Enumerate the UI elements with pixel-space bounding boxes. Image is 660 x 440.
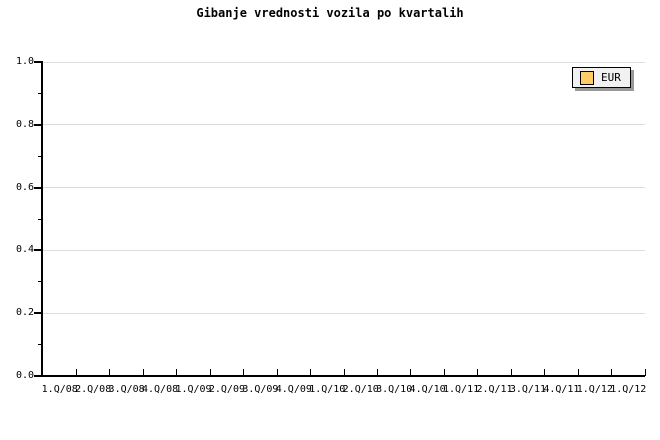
legend-label-eur: EUR [601, 71, 621, 84]
y-major-tick [34, 61, 42, 63]
x-axis-tick-label: 3.Q/11 [509, 384, 546, 395]
y-gridline [43, 312, 645, 314]
x-axis-line [41, 375, 645, 377]
y-major-tick [34, 249, 42, 252]
y-gridline [43, 187, 645, 189]
y-minor-tick [38, 155, 42, 157]
x-axis-tick [410, 369, 412, 376]
x-axis-tick [477, 369, 479, 376]
x-axis-tick-label: 2.Q/10 [342, 384, 379, 395]
y-major-tick [34, 186, 42, 189]
legend-box: EUR [572, 67, 631, 88]
x-axis-tick [544, 369, 546, 376]
x-axis-tick [644, 369, 646, 376]
x-axis-tick [510, 369, 512, 376]
y-major-tick [34, 123, 42, 126]
x-axis-tick [142, 369, 144, 376]
chart-title: Gibanje vrednosti vozila po kvartalih [196, 6, 464, 20]
x-axis-tick [376, 369, 378, 376]
x-axis-tick-label: 2.Q/08 [75, 384, 112, 395]
x-axis-tick-label: 1.Q/08 [41, 384, 78, 395]
y-axis-tick-label: 0.4 [15, 244, 34, 256]
y-axis-tick-label: 0.2 [15, 307, 34, 319]
x-axis-tick [611, 369, 613, 376]
y-major-tick [34, 375, 42, 377]
x-axis-tick-label: 1.Q/10 [309, 384, 346, 395]
x-axis-tick [310, 369, 312, 376]
x-axis-tick [75, 369, 77, 376]
y-minor-tick [38, 92, 42, 94]
y-minor-tick [38, 344, 42, 346]
y-axis-line [41, 61, 43, 377]
y-minor-tick [38, 281, 42, 283]
x-axis-tick [276, 369, 278, 376]
x-axis-tick-label: 2.Q/11 [476, 384, 513, 395]
y-axis-tick-label: 1.0 [15, 56, 34, 67]
x-axis-tick [209, 369, 211, 376]
x-axis-tick-label: 4.Q/09 [275, 384, 312, 395]
x-axis-tick [109, 369, 111, 376]
y-gridline [43, 124, 645, 126]
x-axis-tick [443, 369, 445, 376]
y-gridline [43, 249, 645, 251]
x-axis-tick-label: 1.Q/09 [175, 384, 212, 395]
y-gridline [43, 61, 645, 63]
y-minor-tick [38, 218, 42, 220]
x-axis-tick [176, 369, 178, 376]
x-axis-tick-label: 4.Q/08 [141, 384, 179, 395]
x-axis-tick-label: 1.Q/11 [442, 384, 480, 395]
y-axis-tick-label: 0.0 [15, 370, 34, 381]
x-axis-tick-label: 4.Q/10 [409, 384, 446, 395]
x-axis-tick-label: 4.Q/11 [543, 384, 580, 395]
x-axis-tick [343, 369, 345, 376]
x-axis-tick [577, 369, 579, 376]
y-major-tick [34, 312, 42, 315]
x-axis-tick-label: 2.Q/09 [208, 384, 245, 395]
legend-swatch-eur [580, 70, 594, 85]
x-axis-tick-label: 3.Q/09 [242, 384, 279, 395]
y-axis-tick-label: 0.6 [15, 181, 34, 193]
x-axis-tick [243, 369, 245, 376]
x-axis-tick-label: 1.Q/12 [576, 384, 613, 395]
x-axis-tick-label: 3.Q/10 [376, 384, 413, 395]
x-axis-tick-label: 1.Q/12 [610, 384, 647, 395]
y-axis-tick-label: 0.8 [15, 118, 34, 130]
x-axis-tick-label: 3.Q/08 [108, 384, 145, 395]
